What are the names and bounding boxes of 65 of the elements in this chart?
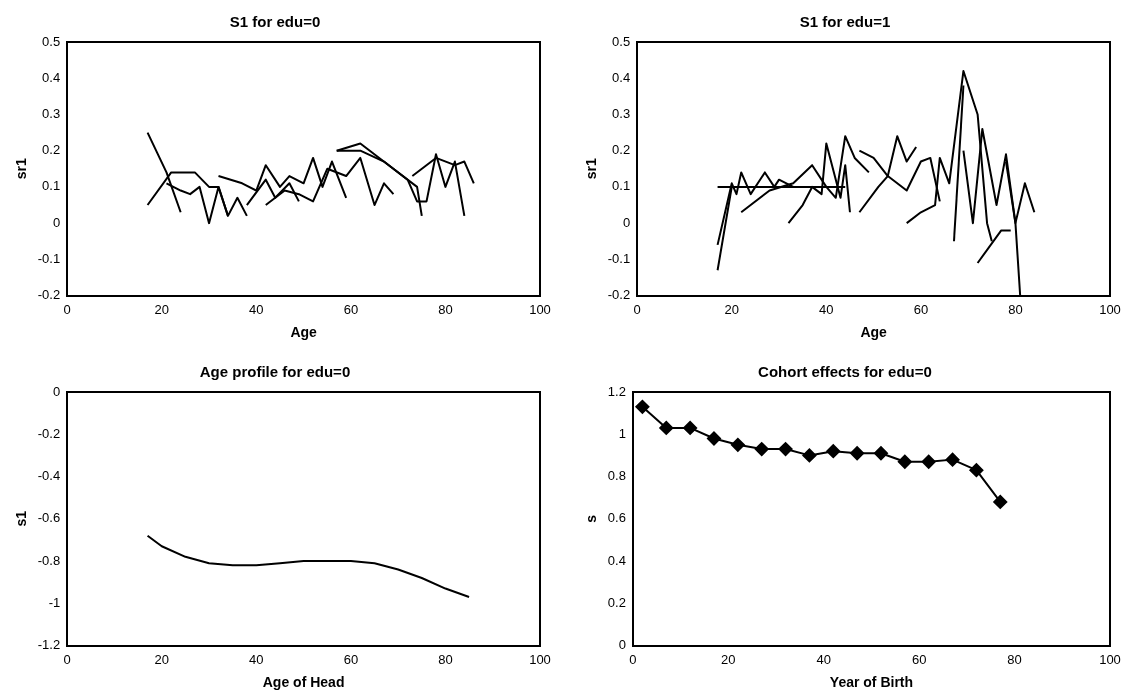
y-tick-label: 0.6 bbox=[607, 510, 626, 526]
x-tick-label: 40 bbox=[819, 301, 834, 317]
x-tick-label: 60 bbox=[913, 301, 929, 317]
y-tick-label: 0.1 bbox=[42, 178, 61, 194]
y-axis-title: s bbox=[583, 514, 600, 523]
x-tick-label: 80 bbox=[1007, 651, 1022, 667]
x-tick-label: 0 bbox=[63, 301, 71, 317]
y-tick-label: 0.2 bbox=[42, 142, 61, 158]
y-tick-label: 0.5 bbox=[612, 33, 631, 49]
y-tick-label: 0.8 bbox=[607, 468, 626, 484]
y-tick-label: 0 bbox=[52, 214, 61, 230]
y-tick-label: 0 bbox=[618, 637, 626, 653]
y-tick-label: -1 bbox=[48, 594, 61, 610]
chart-title: S1 for edu=1 bbox=[799, 13, 891, 31]
y-tick-label: 0.2 bbox=[607, 594, 626, 610]
y-tick-label: 0.4 bbox=[42, 69, 61, 85]
chart-title: Age profile for edu=0 bbox=[199, 363, 351, 381]
x-tick-label: 60 bbox=[343, 651, 359, 667]
chart-title: S1 for edu=0 bbox=[229, 13, 321, 31]
x-tick-label: 100 bbox=[1099, 651, 1121, 667]
y-tick-label: 0.4 bbox=[607, 552, 626, 568]
x-tick-label: 100 bbox=[529, 651, 551, 667]
y-axis-title: sr1 bbox=[583, 158, 600, 180]
x-tick-label: 100 bbox=[1099, 301, 1121, 317]
x-tick-label: 20 bbox=[154, 651, 169, 667]
y-tick-label: 0 bbox=[52, 383, 61, 399]
y-tick-label: 0 bbox=[622, 214, 631, 230]
y-tick-label: 0.5 bbox=[42, 33, 61, 49]
y-tick-label: 1 bbox=[618, 425, 626, 441]
x-tick-label: 80 bbox=[438, 301, 453, 317]
x-axis-title: Age of Head bbox=[262, 674, 345, 691]
x-tick-label: 20 bbox=[724, 301, 739, 317]
x-tick-label: 40 bbox=[249, 301, 264, 317]
y-tick-label: -1.2 bbox=[37, 637, 61, 653]
x-tick-label: 100 bbox=[529, 301, 551, 317]
y-axis-title: s1 bbox=[13, 510, 30, 527]
y-tick-label: 1.2 bbox=[607, 383, 626, 399]
y-tick-label: -0.2 bbox=[607, 287, 631, 303]
y-tick-label: 0.4 bbox=[612, 69, 631, 85]
y-tick-label: -0.8 bbox=[37, 552, 61, 568]
y-tick-label: -0.1 bbox=[37, 250, 61, 266]
x-axis-title: Age bbox=[290, 324, 318, 341]
y-tick-label: 0.3 bbox=[612, 106, 631, 122]
x-tick-label: 40 bbox=[816, 651, 831, 667]
x-tick-label: 60 bbox=[343, 301, 359, 317]
y-tick-label: 0.2 bbox=[612, 142, 631, 158]
x-tick-label: 20 bbox=[721, 651, 736, 667]
x-tick-label: 40 bbox=[249, 651, 264, 667]
x-tick-label: 60 bbox=[911, 651, 927, 667]
y-tick-label: -0.2 bbox=[37, 425, 61, 441]
y-tick-label: -0.4 bbox=[37, 468, 61, 484]
x-tick-label: 0 bbox=[633, 301, 641, 317]
x-tick-label: 20 bbox=[154, 301, 169, 317]
y-tick-label: 0.1 bbox=[612, 178, 631, 194]
y-tick-label: 0.3 bbox=[42, 106, 61, 122]
y-axis-title: sr1 bbox=[13, 158, 30, 180]
y-tick-label: -0.6 bbox=[37, 510, 61, 526]
y-tick-label: -0.2 bbox=[37, 287, 61, 303]
y-tick-label: -0.1 bbox=[607, 250, 631, 266]
chart-title: Cohort effects for edu=0 bbox=[758, 363, 932, 381]
x-tick-label: 0 bbox=[63, 651, 71, 667]
x-axis-title: Age bbox=[860, 324, 888, 341]
x-axis-title: Year of Birth bbox=[829, 674, 914, 691]
x-tick-label: 80 bbox=[438, 651, 453, 667]
x-tick-label: 80 bbox=[1008, 301, 1023, 317]
